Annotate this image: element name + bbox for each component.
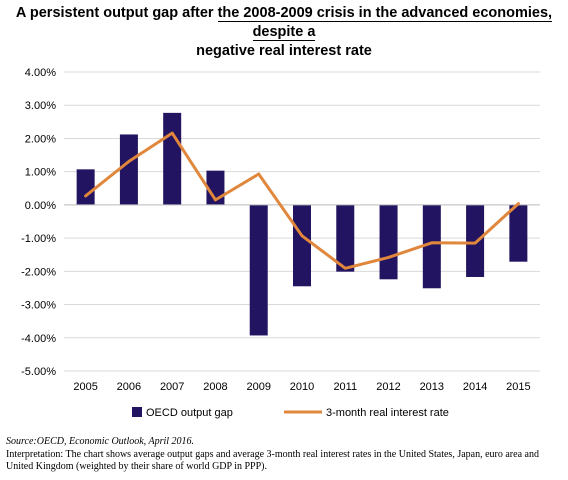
bar-2007 [163,112,182,205]
bar-2012 [379,204,398,280]
title-line-1: A persistent output gap after the 2008-2… [0,4,568,42]
bar-2014 [466,204,485,277]
legend-label-real-interest-rate: 3-month real interest rate [326,407,449,419]
bar-2005 [76,169,95,205]
bar-2009 [249,204,268,336]
y-tick-label: -1.00% [21,233,56,245]
y-tick-label: 2.00% [25,133,56,145]
x-tick-label: 2011 [333,381,357,393]
bar-2010 [293,204,311,287]
y-tick-label: 4.00% [25,67,56,79]
title-line-1-start: A persistent output gap after [15,5,218,21]
x-tick-label: 2010 [290,381,314,393]
y-tick-label: 1.00% [25,167,56,179]
y-tick-label: -5.00% [21,366,56,378]
y-tick-label: -2.00% [21,266,56,278]
x-tick-label: 2007 [160,381,184,393]
bar-2006 [119,134,138,205]
x-tick-label: 2014 [463,381,487,393]
x-tick-label: 2008 [203,381,227,393]
y-tick-label: -4.00% [21,333,56,345]
interpretation-note: Interpretation: The chart shows average … [6,448,539,473]
x-tick-label: 2012 [376,381,400,393]
bar-2011 [336,204,355,272]
legend-label-output-gap: OECD output gap [146,407,233,419]
title-line-1-underlined: the 2008-2009 crisis in the advanced eco… [217,5,553,41]
y-tick-label: 3.00% [25,100,56,112]
y-tick-label: -3.00% [21,300,56,312]
line-real-interest-rate [84,131,520,270]
x-tick-label: 2009 [246,381,270,393]
chart-title: A persistent output gap after the 2008-2… [0,4,568,61]
chart-footer: Source:OECD, Economic Outlook, April 201… [6,436,562,474]
title-line-2: negative real interest rate [196,43,372,59]
x-tick-label: 2005 [73,381,97,393]
source-text: :OECD, Economic Outlook, April 2016. [33,436,195,447]
y-tick-label: 0.00% [25,200,56,212]
x-tick-label: 2015 [506,381,530,393]
x-tick-label: 2006 [117,381,141,393]
bar-2013 [422,204,441,289]
legend-swatch-output-gap [132,407,142,417]
source-note: Source:OECD, Economic Outlook, April 201… [6,436,562,449]
x-tick-label: 2013 [420,381,444,393]
source-label: Source [6,436,34,447]
bar-2015 [509,204,528,262]
